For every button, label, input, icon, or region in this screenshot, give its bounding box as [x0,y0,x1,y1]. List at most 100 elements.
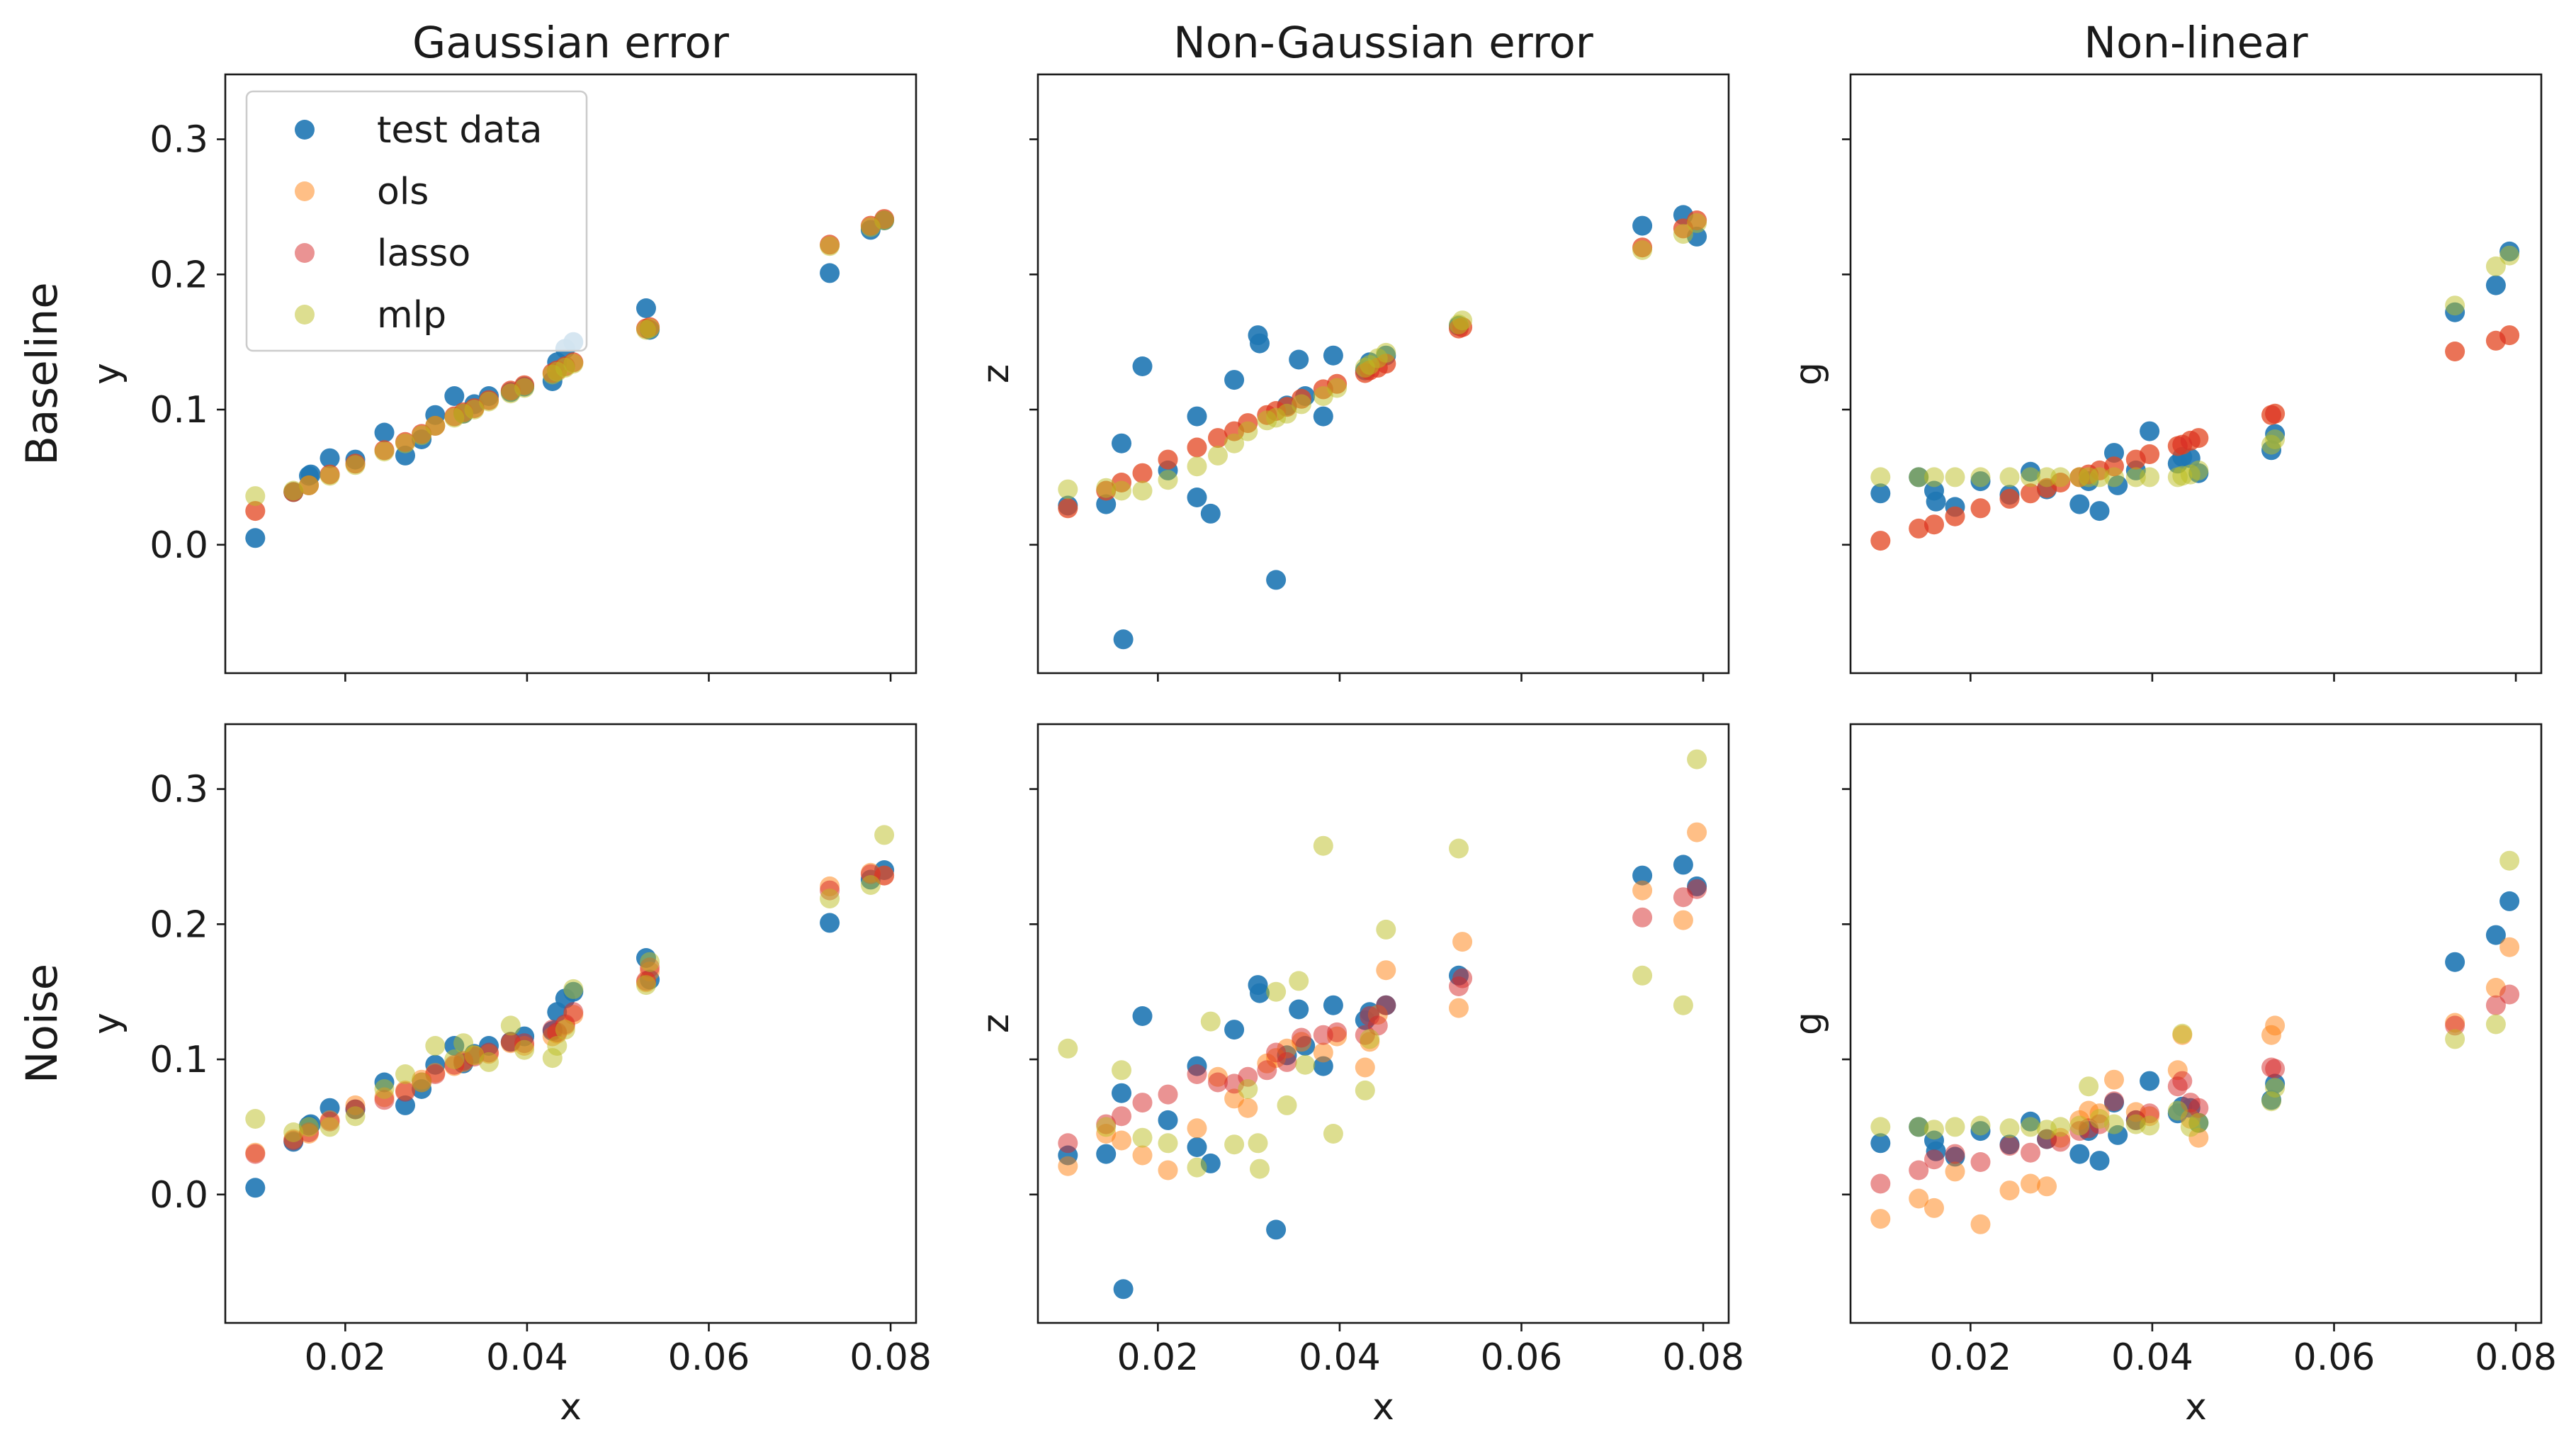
y-tick-label: 0.2 [149,254,208,296]
point-mlp [283,1122,304,1142]
point-mlp [299,1117,319,1137]
x-tick-label: 0.08 [2475,1336,2557,1379]
point-test-data [1132,356,1153,376]
y-tick-label: 0.3 [149,769,208,811]
point-mlp [2021,467,2040,488]
panel-1: 0.0 0.1 0.2 0.3 Gaussian error y Baseline [17,18,917,682]
point-mlp [514,1039,535,1060]
point-mlp [2445,295,2465,316]
point-mlp [547,1036,567,1056]
point-test-data [820,263,840,283]
point-mlp [1292,394,1311,415]
point-lasso [245,1144,266,1164]
point-mlp [874,825,895,845]
point-test-data [1158,1110,1178,1130]
point-lasso [1687,879,1707,899]
y-axis-label: y [86,363,128,385]
series-lasso [1870,984,2520,1194]
point-test-data [2140,421,2160,441]
point-lasso [1208,1072,1228,1093]
series-mlp [1058,749,1707,1179]
panel-5: 0.02 0.04 0.06 0.08 x z [975,723,1744,1428]
point-test-data [2089,1151,2110,1171]
point-mlp [395,1064,415,1084]
point-test-data [1250,983,1270,1003]
point-mlp [425,415,446,436]
point-mlp [479,391,499,412]
point-ols [1238,1098,1258,1118]
point-lasso [1970,1152,1991,1172]
point-mlp [395,433,415,453]
legend-label-lasso: lasso [377,232,470,275]
point-test-data [1289,999,1309,1020]
point-mlp [1687,749,1707,770]
legend-marker-ols [295,181,315,201]
legend-marker-mlp [295,305,315,325]
point-mlp [1112,480,1131,501]
point-test-data [1224,370,1245,390]
point-lasso [1945,506,1965,526]
point-mlp [2485,256,2506,276]
point-test-data [320,448,340,468]
y-axis-label: y [86,1013,128,1035]
point-ols [1158,1160,1178,1180]
x-tick-label: 0.06 [668,1336,750,1379]
point-lasso [2104,1091,2124,1112]
point-mlp [245,486,266,507]
point-test-data [2069,494,2090,514]
point-lasso [2499,984,2520,1005]
point-mlp [2089,467,2110,488]
point-mlp [2188,460,2209,480]
point-ols [1687,822,1707,842]
plot-frame [1849,723,2543,1324]
point-mlp [1248,1133,1268,1154]
point-mlp [2265,1078,2286,1098]
point-test-data [1250,333,1270,354]
series-ols [1870,937,2520,1234]
point-mlp [1158,470,1178,490]
point-lasso [1292,1027,1311,1048]
point-mlp [860,875,881,895]
legend-marker-test-data [295,120,315,140]
point-test-data [636,298,656,318]
point-lasso [1909,518,1929,539]
point-mlp [1238,1079,1258,1099]
legend-box [245,90,588,352]
point-lasso [2265,403,2286,424]
point-test-data [1187,1137,1207,1157]
point-mlp [500,1015,521,1036]
series-mlp [1058,213,1707,501]
y-tick-label: 0.0 [149,1174,208,1217]
point-lasso [2445,342,2465,361]
point-mlp [1313,835,1333,856]
point-mlp [2125,467,2146,488]
point-ols [1355,1057,1375,1078]
point-mlp [2050,1117,2071,1137]
point-mlp [2050,467,2071,488]
point-test-data [1313,406,1333,427]
point-lasso [1158,1084,1178,1105]
point-mlp [2104,1114,2124,1134]
series-test-data [1058,205,1707,650]
point-test-data [1323,345,1343,366]
point-mlp [2069,1115,2090,1136]
point-mlp [1277,403,1297,424]
point-test-data [245,528,266,548]
point-lasso [1870,531,1891,551]
point-test-data [1926,491,1946,512]
point-mlp [874,210,895,230]
point-lasso [2140,444,2160,464]
point-test-data [1132,1006,1153,1026]
plot-frame [1036,723,1730,1324]
point-ols [1452,932,1473,952]
point-mlp [1250,1159,1270,1179]
point-lasso [1970,498,1991,519]
point-test-data [1870,483,1891,504]
point-test-data [1096,1144,1117,1164]
x-tick-label: 0.04 [486,1336,568,1379]
point-ols [1945,1161,1965,1182]
point-lasso [563,1002,584,1022]
point-test-data [2485,275,2506,295]
point-lasso [1187,1064,1207,1084]
point-mlp [1295,1054,1316,1075]
